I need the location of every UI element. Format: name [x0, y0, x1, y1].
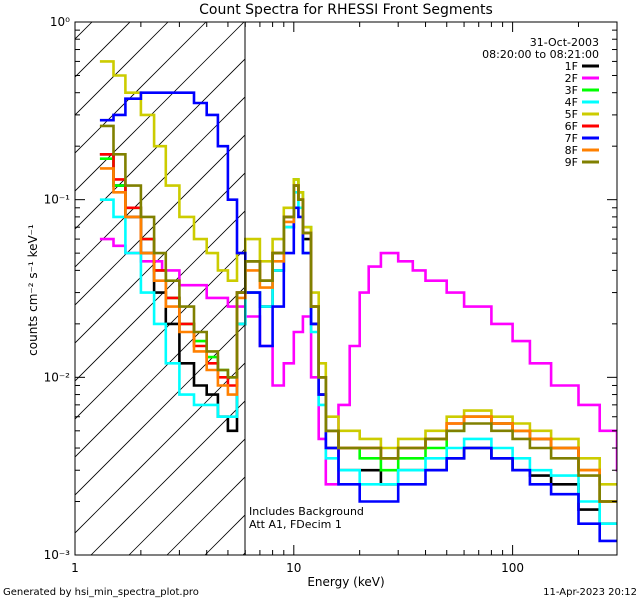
series-layer	[99, 60, 617, 543]
x-tick-label: 10	[286, 561, 301, 575]
y-tick-label: 10⁰	[50, 15, 70, 29]
annotation-background: Includes Background	[249, 505, 364, 518]
chart-title: Count Spectra for RHESSI Front Segments	[199, 2, 493, 18]
hatch-line	[75, 362, 246, 534]
hatch-line	[0, 22, 16, 555]
hatch-line	[623, 22, 640, 555]
legend-label-8F: 8F	[565, 144, 578, 157]
series-7F	[99, 91, 617, 543]
axes: 1 10 100 10⁰ 10⁻¹ 10⁻² 10⁻³	[44, 15, 617, 575]
y-tick-label: 10⁻¹	[44, 193, 71, 207]
annotation-attenuator: Att A1, FDecim 1	[249, 518, 342, 531]
hatch-line	[75, 22, 131, 78]
y-tick-label: 10⁻²	[44, 370, 71, 384]
hatch-line	[128, 438, 246, 555]
hatch-line	[90, 400, 246, 555]
series-9F	[99, 124, 617, 503]
hatch-line	[75, 134, 246, 306]
hatch-line	[75, 248, 246, 420]
hatch-line	[75, 172, 246, 344]
legend-label-5F: 5F	[565, 108, 578, 121]
hatch-line	[75, 22, 93, 40]
legend-label-3F: 3F	[565, 84, 578, 97]
x-tick-label: 1	[71, 561, 79, 575]
hatch-line	[75, 324, 246, 496]
plot-frame	[74, 21, 618, 556]
y-tick-label: 10⁻³	[44, 548, 71, 562]
hatch-line	[75, 22, 245, 192]
legend-label-2F: 2F	[565, 72, 578, 85]
series-5F	[99, 60, 617, 486]
legend-label-7F: 7F	[565, 132, 578, 145]
hatch-line	[75, 210, 246, 382]
footer-timestamp: 11-Apr-2023 20:12	[543, 587, 637, 598]
hatch-line	[75, 22, 207, 154]
legend-label-6F: 6F	[565, 120, 578, 133]
x-tick-label: 100	[501, 561, 524, 575]
legend-label-1F: 1F	[565, 60, 578, 73]
hatch-line	[75, 58, 246, 230]
x-axis-label: Energy (keV)	[307, 575, 384, 589]
background-hatch-region	[0, 22, 640, 555]
hatch-line	[75, 96, 246, 268]
series-4F	[99, 191, 617, 525]
legend-label-4F: 4F	[565, 96, 578, 109]
legend-label-9F: 9F	[565, 156, 578, 169]
legend: 31-Oct-2003 08:20:00 to 08:21:00 1F2F3F4…	[482, 36, 599, 169]
hatch-line	[395, 22, 640, 555]
hatch-line	[75, 22, 169, 116]
hatch-line	[75, 286, 246, 458]
footer-generated-by: Generated by hsi_min_spectra_plot.pro	[3, 587, 199, 598]
legend-time-range: 08:20:00 to 08:21:00	[482, 48, 599, 61]
y-axis-label: counts cm⁻² s⁻¹ keV⁻¹	[26, 224, 40, 356]
legend-date: 31-Oct-2003	[530, 36, 599, 49]
